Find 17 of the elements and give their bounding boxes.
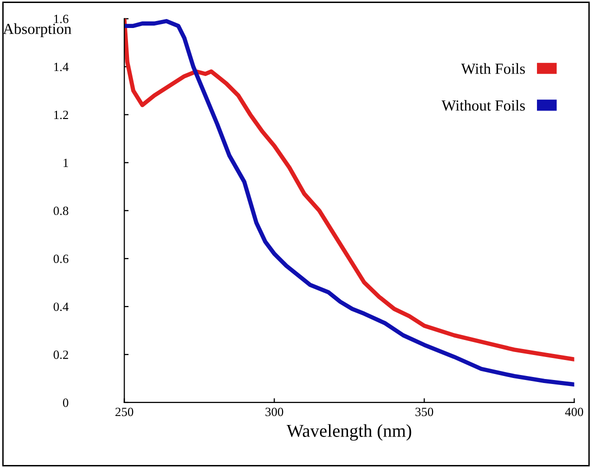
x-axis-title: Wavelength (nm) [286, 424, 412, 441]
x-tick-label: 250 [115, 408, 134, 416]
x-tick-label: 400 [565, 408, 584, 416]
y-tick-label: 1.2 [54, 110, 68, 120]
y-tick-label: 1.4 [54, 62, 69, 72]
y-axis-title: Absorption [2, 23, 72, 38]
y-tick-label: 0.6 [54, 254, 68, 264]
x-tick-label: 350 [415, 408, 434, 416]
x-tick-label: 300 [266, 408, 284, 416]
y-tick-label: 0 [62, 398, 68, 407]
y-tick-label: 0.2 [54, 350, 68, 360]
y-tick-label: 1.6 [54, 14, 68, 24]
legend-label: With Foils [461, 63, 525, 74]
y-tick-label: 0.4 [54, 302, 69, 312]
legend-label: Without Foils [442, 100, 525, 111]
y-tick-label: 0.8 [54, 206, 68, 216]
y-tick-label: 1 [64, 158, 68, 167]
